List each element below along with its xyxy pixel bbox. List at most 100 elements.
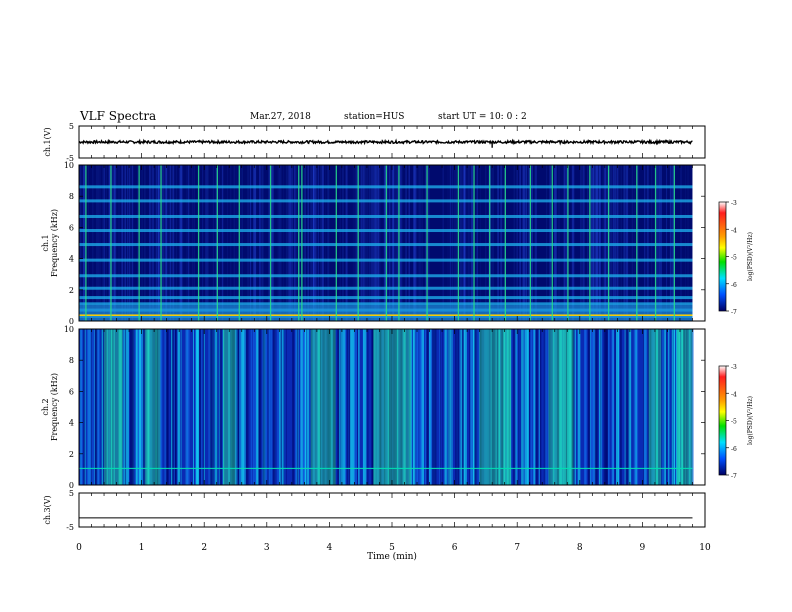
noise-stripe — [374, 329, 377, 485]
noise-stripe — [330, 329, 332, 485]
noise-stripe — [685, 329, 688, 485]
burst-line — [197, 165, 200, 321]
noise-stripe — [368, 165, 370, 321]
y-tick-label: 4 — [69, 255, 74, 264]
noise-stripe — [562, 329, 565, 485]
noise-stripe — [563, 165, 565, 321]
noise-stripe — [628, 329, 631, 485]
noise-stripe — [146, 329, 148, 485]
noise-stripe — [102, 165, 104, 321]
noise-stripe — [369, 165, 371, 321]
noise-stripe — [375, 165, 378, 321]
noise-stripe — [286, 329, 287, 485]
noise-stripe — [487, 329, 490, 485]
noise-stripe — [660, 165, 661, 321]
noise-stripe — [616, 329, 620, 485]
noise-stripe — [386, 165, 389, 321]
noise-stripe — [268, 329, 270, 485]
noise-stripe — [241, 165, 243, 321]
burst-line — [238, 165, 240, 321]
noise-stripe — [215, 165, 218, 321]
burst-line — [385, 165, 388, 321]
x-tick-label: 9 — [640, 543, 646, 553]
noise-stripe — [313, 165, 315, 321]
noise-stripe — [323, 329, 325, 485]
noise-stripe — [157, 165, 160, 321]
burst-line — [269, 165, 272, 321]
noise-stripe — [401, 165, 403, 321]
panel-ylabel-top-2: ch.1 — [41, 234, 50, 251]
noise-stripe — [321, 165, 324, 321]
noise-stripe — [393, 329, 396, 485]
noise-stripe — [421, 165, 423, 321]
noise-stripe — [193, 165, 195, 321]
noise-stripe — [455, 329, 457, 485]
noise-stripe — [362, 165, 365, 321]
noise-stripe — [647, 165, 649, 321]
noise-stripe — [599, 165, 600, 321]
panel-ylabel-top-3: ch.2 — [41, 398, 50, 415]
noise-stripe — [483, 329, 485, 485]
noise-stripe — [455, 165, 458, 321]
noise-stripe — [320, 165, 322, 321]
burst-line — [607, 165, 610, 321]
noise-stripe — [523, 165, 526, 321]
noise-stripe — [271, 165, 274, 321]
noise-stripe — [525, 165, 527, 321]
noise-stripe — [158, 165, 160, 321]
burst-line — [357, 165, 359, 321]
colorbar — [718, 365, 727, 476]
noise-stripe — [531, 165, 533, 321]
noise-stripe — [460, 165, 462, 321]
noise-stripe — [175, 165, 177, 321]
noise-stripe — [230, 165, 232, 321]
noise-stripe — [651, 329, 653, 485]
noise-stripe — [598, 165, 601, 321]
noise-stripe — [138, 329, 142, 485]
noise-stripe — [508, 329, 510, 485]
noise-stripe — [337, 329, 340, 485]
noise-stripe — [521, 329, 524, 485]
noise-stripe — [415, 165, 417, 321]
noise-stripe — [440, 329, 441, 485]
noise-stripe — [279, 329, 282, 485]
noise-stripe — [86, 329, 89, 485]
noise-stripe — [289, 165, 292, 321]
noise-stripe — [166, 165, 168, 321]
noise-stripe — [118, 165, 120, 321]
noise-stripe — [421, 329, 424, 485]
noise-stripe — [426, 329, 429, 485]
noise-stripe — [109, 165, 111, 321]
x-tick-label: 10 — [699, 543, 711, 553]
noise-stripe — [160, 329, 163, 485]
noise-stripe — [545, 329, 547, 485]
noise-stripe — [105, 329, 107, 485]
noise-stripe — [345, 165, 348, 321]
noise-stripe — [141, 165, 143, 321]
noise-stripe — [463, 165, 465, 321]
noise-stripe — [538, 329, 540, 485]
spectrogram-blank — [692, 329, 705, 485]
y-tick-label: 2 — [69, 450, 74, 459]
noise-stripe — [592, 165, 595, 321]
noise-stripe — [203, 329, 205, 485]
noise-stripe — [528, 165, 530, 321]
x-tick-label: 5 — [389, 543, 395, 553]
noise-stripe — [634, 165, 636, 321]
noise-stripe — [392, 165, 395, 321]
noise-stripe — [623, 165, 626, 321]
noise-stripe — [218, 329, 220, 485]
y-tick-label: 8 — [69, 192, 74, 201]
noise-stripe — [384, 329, 387, 485]
noise-stripe — [571, 329, 574, 485]
noise-stripe — [626, 165, 629, 321]
noise-stripe — [394, 165, 397, 321]
noise-stripe — [384, 165, 385, 321]
noise-stripe — [327, 329, 330, 485]
noise-stripe — [666, 165, 668, 321]
noise-stripe — [124, 165, 127, 321]
noise-stripe — [564, 165, 566, 321]
noise-stripe — [236, 329, 238, 485]
noise-stripe — [459, 329, 461, 485]
x-tick-label: 4 — [327, 543, 333, 553]
